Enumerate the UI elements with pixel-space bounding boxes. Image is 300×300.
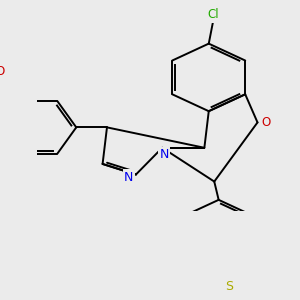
Text: O: O <box>0 65 5 78</box>
Text: O: O <box>262 116 271 129</box>
Text: N: N <box>124 171 134 184</box>
Text: N: N <box>159 148 169 161</box>
Text: Cl: Cl <box>207 8 219 21</box>
Text: S: S <box>225 280 233 293</box>
